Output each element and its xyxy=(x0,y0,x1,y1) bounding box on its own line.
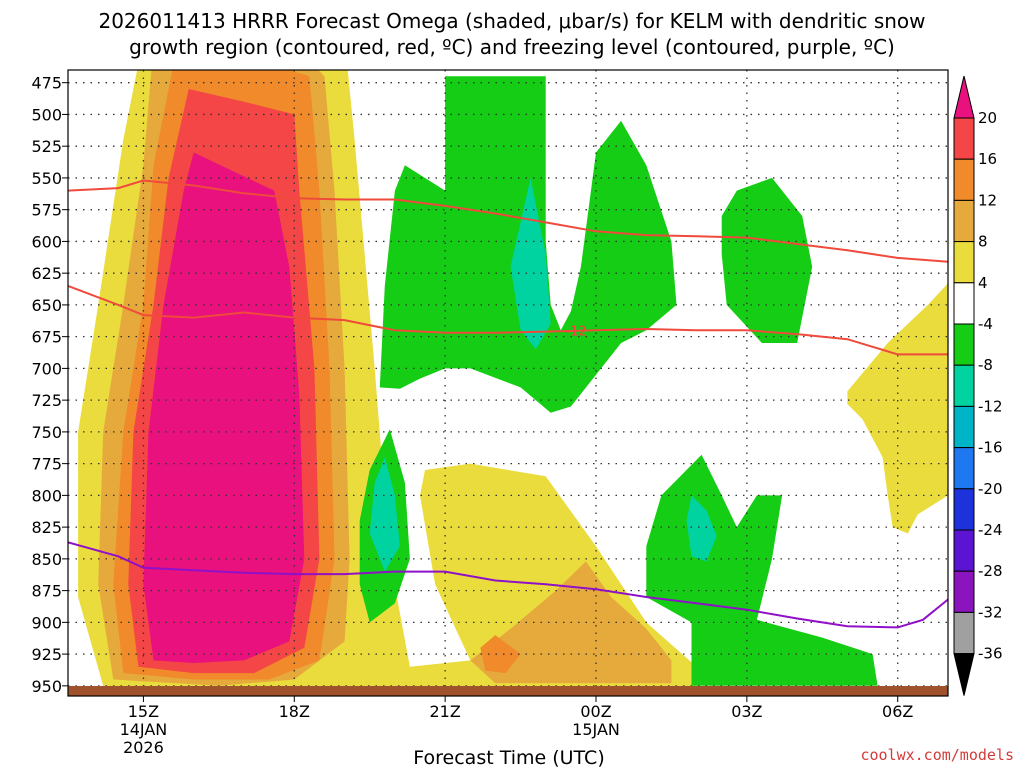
contour-lines xyxy=(68,179,948,629)
y-tick-label: 675 xyxy=(31,328,62,347)
x-axis-label: Forecast Time (UTC) xyxy=(413,747,604,768)
x-tick-label: 00Z xyxy=(580,702,611,721)
y-tick-label: 650 xyxy=(31,296,62,315)
y-tick-label: 550 xyxy=(31,169,62,188)
colorbar: 20 16 12 8 4 -4 -8 -12 -16 -20 -24 -28 -32 -36 xyxy=(953,75,1003,696)
colorbar-cell xyxy=(953,158,975,201)
y-tick-label: 575 xyxy=(31,201,62,220)
x-tick-date: 15JAN xyxy=(572,720,620,739)
x-tick-label: 21Z xyxy=(429,702,460,721)
colorbar-cell xyxy=(953,611,975,655)
y-tick-label: 825 xyxy=(31,518,62,537)
contour-line xyxy=(68,284,948,356)
colorbar-cell xyxy=(953,529,975,572)
y-tick-label: 750 xyxy=(31,423,62,442)
shaded-region xyxy=(143,152,305,663)
shaded-region xyxy=(369,457,400,572)
x-tick-year: 2026 xyxy=(123,738,164,757)
y-tick-label: 800 xyxy=(31,486,62,505)
colorbar-cell xyxy=(953,405,975,449)
x-tick-label: 06Z xyxy=(882,702,913,721)
colorbar-label: 4 xyxy=(978,274,988,292)
y-tick-label: 925 xyxy=(31,645,62,664)
colorbar-cell xyxy=(953,241,975,284)
y-axis-ticks: 475 500 525 550 575 600 625 650 675 700 725 750 775 8… xyxy=(31,74,68,696)
colorbar-cell xyxy=(953,117,975,160)
colorbar-label: -20 xyxy=(978,480,1003,498)
colorbar-label: 20 xyxy=(978,109,997,127)
surface-ground-band xyxy=(68,686,948,696)
colorbar-cell xyxy=(953,364,975,407)
colorbar-cell xyxy=(953,323,975,366)
colorbar-label: -32 xyxy=(978,603,1003,621)
colorbar-cell xyxy=(953,75,975,119)
y-tick-label: 475 xyxy=(31,74,62,93)
y-tick-label: 700 xyxy=(31,359,62,378)
y-tick-label: 500 xyxy=(31,105,62,124)
colorbar-label: -28 xyxy=(978,562,1003,580)
y-tick-label: 875 xyxy=(31,582,62,601)
colorbar-label: -16 xyxy=(978,439,1003,457)
plot-frame xyxy=(67,69,949,697)
colorbar-label: 16 xyxy=(978,150,997,168)
y-tick-label: 625 xyxy=(31,264,62,283)
x-tick-label: 15Z xyxy=(128,702,159,721)
contour-line xyxy=(68,179,948,263)
colorbar-cell xyxy=(953,653,975,696)
x-tick-date: 14JAN xyxy=(120,720,168,739)
colorbar-cell xyxy=(953,282,975,325)
colorbar-cell xyxy=(953,488,975,531)
colorbar-label: -24 xyxy=(978,521,1003,539)
shaded-region xyxy=(510,177,551,350)
y-tick-label: 775 xyxy=(31,455,62,474)
x-tick-label: 03Z xyxy=(731,702,762,721)
x-tick-label: 18Z xyxy=(279,702,310,721)
colorbar-label: -4 xyxy=(978,315,993,333)
colorbar-label: -36 xyxy=(978,645,1003,663)
shaded-region xyxy=(721,177,813,343)
contour-label: -12 xyxy=(565,324,586,339)
omega-shading xyxy=(78,70,948,693)
colorbar-label: -8 xyxy=(978,356,993,374)
chart-title-line-2: growth region (contoured, red, ºC) and f… xyxy=(129,35,895,59)
colorbar-label: 12 xyxy=(978,191,997,209)
colorbar-cell xyxy=(953,199,975,243)
chart-title-line-1: 2026011413 HRRR Forecast Omega (shaded, … xyxy=(98,9,925,33)
y-tick-label: 850 xyxy=(31,550,62,569)
colorbar-cell xyxy=(953,447,975,490)
colorbar-label: 8 xyxy=(978,233,988,251)
shaded-region xyxy=(686,495,717,562)
y-tick-label: 900 xyxy=(31,613,62,632)
credit-text: coolwx.com/models xyxy=(860,746,1014,764)
colorbar-cell xyxy=(953,570,975,613)
y-tick-label: 525 xyxy=(31,137,62,156)
contour-line xyxy=(68,541,948,629)
y-tick-label: 600 xyxy=(31,232,62,251)
colorbar-label: -12 xyxy=(978,397,1003,415)
y-tick-label: 950 xyxy=(31,677,62,696)
y-tick-label: 725 xyxy=(31,391,62,410)
shaded-region xyxy=(480,635,521,674)
